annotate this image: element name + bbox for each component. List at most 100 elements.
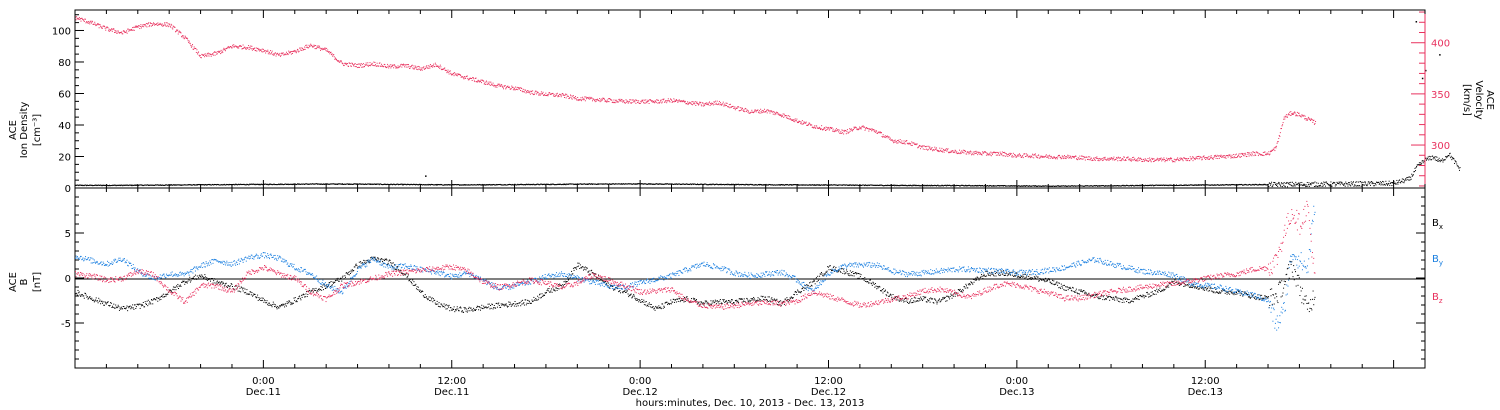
top-point: [442, 69, 444, 71]
top-point: [684, 100, 686, 102]
top-point: [652, 183, 654, 185]
top-point: [1152, 185, 1154, 187]
top-point: [961, 184, 963, 186]
top-point: [834, 184, 836, 186]
top-point: [355, 66, 357, 68]
top-point: [889, 138, 891, 140]
top-point: [854, 184, 856, 186]
top-point: [314, 183, 315, 185]
top-point: [1076, 158, 1078, 160]
top-point: [1038, 157, 1040, 159]
top-point: [1244, 184, 1246, 186]
top-point: [570, 95, 572, 97]
top-point: [1249, 183, 1251, 185]
top-point: [617, 101, 619, 103]
top-point: [600, 183, 602, 185]
top-point: [661, 102, 663, 104]
top-point: [140, 184, 142, 186]
top-point: [636, 183, 638, 185]
top-point: [211, 54, 213, 56]
top-point: [706, 104, 708, 106]
top-point: [323, 183, 325, 185]
top-point: [578, 183, 580, 185]
top-point: [538, 94, 540, 96]
top-point: [1402, 178, 1404, 180]
top-point: [1352, 182, 1354, 184]
top-point: [1204, 184, 1206, 186]
top-point: [897, 185, 899, 187]
top-point: [264, 50, 265, 52]
top-point: [348, 183, 350, 185]
top-point: [1166, 160, 1168, 162]
top-point: [932, 185, 934, 187]
top-point: [240, 45, 242, 47]
top-point: [517, 184, 519, 186]
top-point: [1364, 181, 1366, 183]
top-point: [1181, 158, 1183, 160]
top-point: [272, 184, 274, 186]
top-point: [452, 184, 454, 186]
top-point: [165, 22, 167, 24]
top-point: [978, 151, 980, 153]
bottom-point: [144, 301, 146, 303]
top-point: [1275, 183, 1277, 185]
top-point: [344, 63, 346, 65]
top-point: [1079, 155, 1081, 157]
top-point: [1317, 186, 1319, 188]
top-point: [493, 85, 495, 87]
top-point: [406, 64, 408, 66]
top-point: [881, 184, 882, 186]
top-point: [1065, 185, 1067, 187]
top-point: [1272, 185, 1274, 187]
top-point: [638, 100, 640, 102]
top-point: [134, 25, 136, 27]
top-point: [913, 142, 915, 144]
top-point: [1087, 158, 1089, 160]
top-point: [447, 69, 449, 71]
top-point: [1289, 114, 1291, 116]
top-point: [760, 108, 762, 110]
top-point: [409, 67, 411, 69]
top-point: [841, 184, 843, 186]
top-point: [800, 184, 802, 186]
top-point: [954, 151, 956, 153]
top-point: [1201, 184, 1203, 186]
top-point: [845, 184, 847, 186]
top-point: [142, 25, 144, 27]
top-point: [995, 185, 997, 187]
top-point: [979, 152, 981, 154]
top-point: [214, 183, 215, 185]
top-point: [542, 183, 544, 185]
top-point: [1296, 111, 1298, 113]
top-point: [917, 185, 919, 187]
top-point: [691, 183, 693, 185]
top-point: [884, 185, 886, 187]
top-point: [135, 25, 137, 27]
top-point: [1207, 158, 1209, 160]
top-point: [122, 30, 124, 32]
top-point: [794, 121, 796, 123]
top-point: [205, 54, 207, 56]
top-point: [1232, 184, 1234, 186]
top-point: [498, 184, 500, 186]
top-point: [465, 184, 467, 186]
top-point: [314, 48, 316, 50]
top-point: [1446, 156, 1448, 158]
top-point: [1127, 156, 1129, 158]
bottom-point: [120, 306, 122, 308]
top-point: [955, 185, 957, 187]
top-point: [888, 136, 890, 138]
top-point: [755, 111, 757, 113]
top-point: [936, 185, 938, 187]
top-point: [397, 183, 399, 185]
bottom-point: [139, 307, 141, 309]
top-point: [1273, 147, 1275, 149]
top-point: [1105, 185, 1107, 187]
top-point: [1062, 185, 1064, 187]
top-point: [1217, 184, 1219, 186]
top-point: [742, 109, 744, 111]
bottom-point: [174, 286, 176, 288]
top-point: [1291, 185, 1293, 187]
top-point: [395, 67, 397, 69]
top-point: [744, 184, 746, 186]
